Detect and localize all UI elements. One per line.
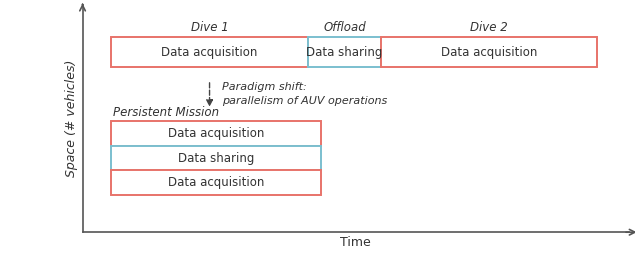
X-axis label: Time: Time <box>340 236 371 249</box>
Text: Paradigm shift:
parallelism of AUV operations: Paradigm shift: parallelism of AUV opera… <box>222 82 387 106</box>
Text: Data acquisition: Data acquisition <box>441 46 537 59</box>
Text: Dive 2: Dive 2 <box>470 21 508 34</box>
Text: Offload: Offload <box>323 21 366 34</box>
Text: Dive 1: Dive 1 <box>190 21 229 34</box>
Text: Data acquisition: Data acquisition <box>161 46 258 59</box>
Text: Data acquisition: Data acquisition <box>168 176 264 189</box>
Text: Persistent Mission: Persistent Mission <box>113 106 219 119</box>
Text: Data sharing: Data sharing <box>306 46 383 59</box>
Text: Data acquisition: Data acquisition <box>168 127 264 140</box>
Text: Data sharing: Data sharing <box>178 151 254 165</box>
Y-axis label: Space (# vehicles): Space (# vehicles) <box>65 60 78 177</box>
